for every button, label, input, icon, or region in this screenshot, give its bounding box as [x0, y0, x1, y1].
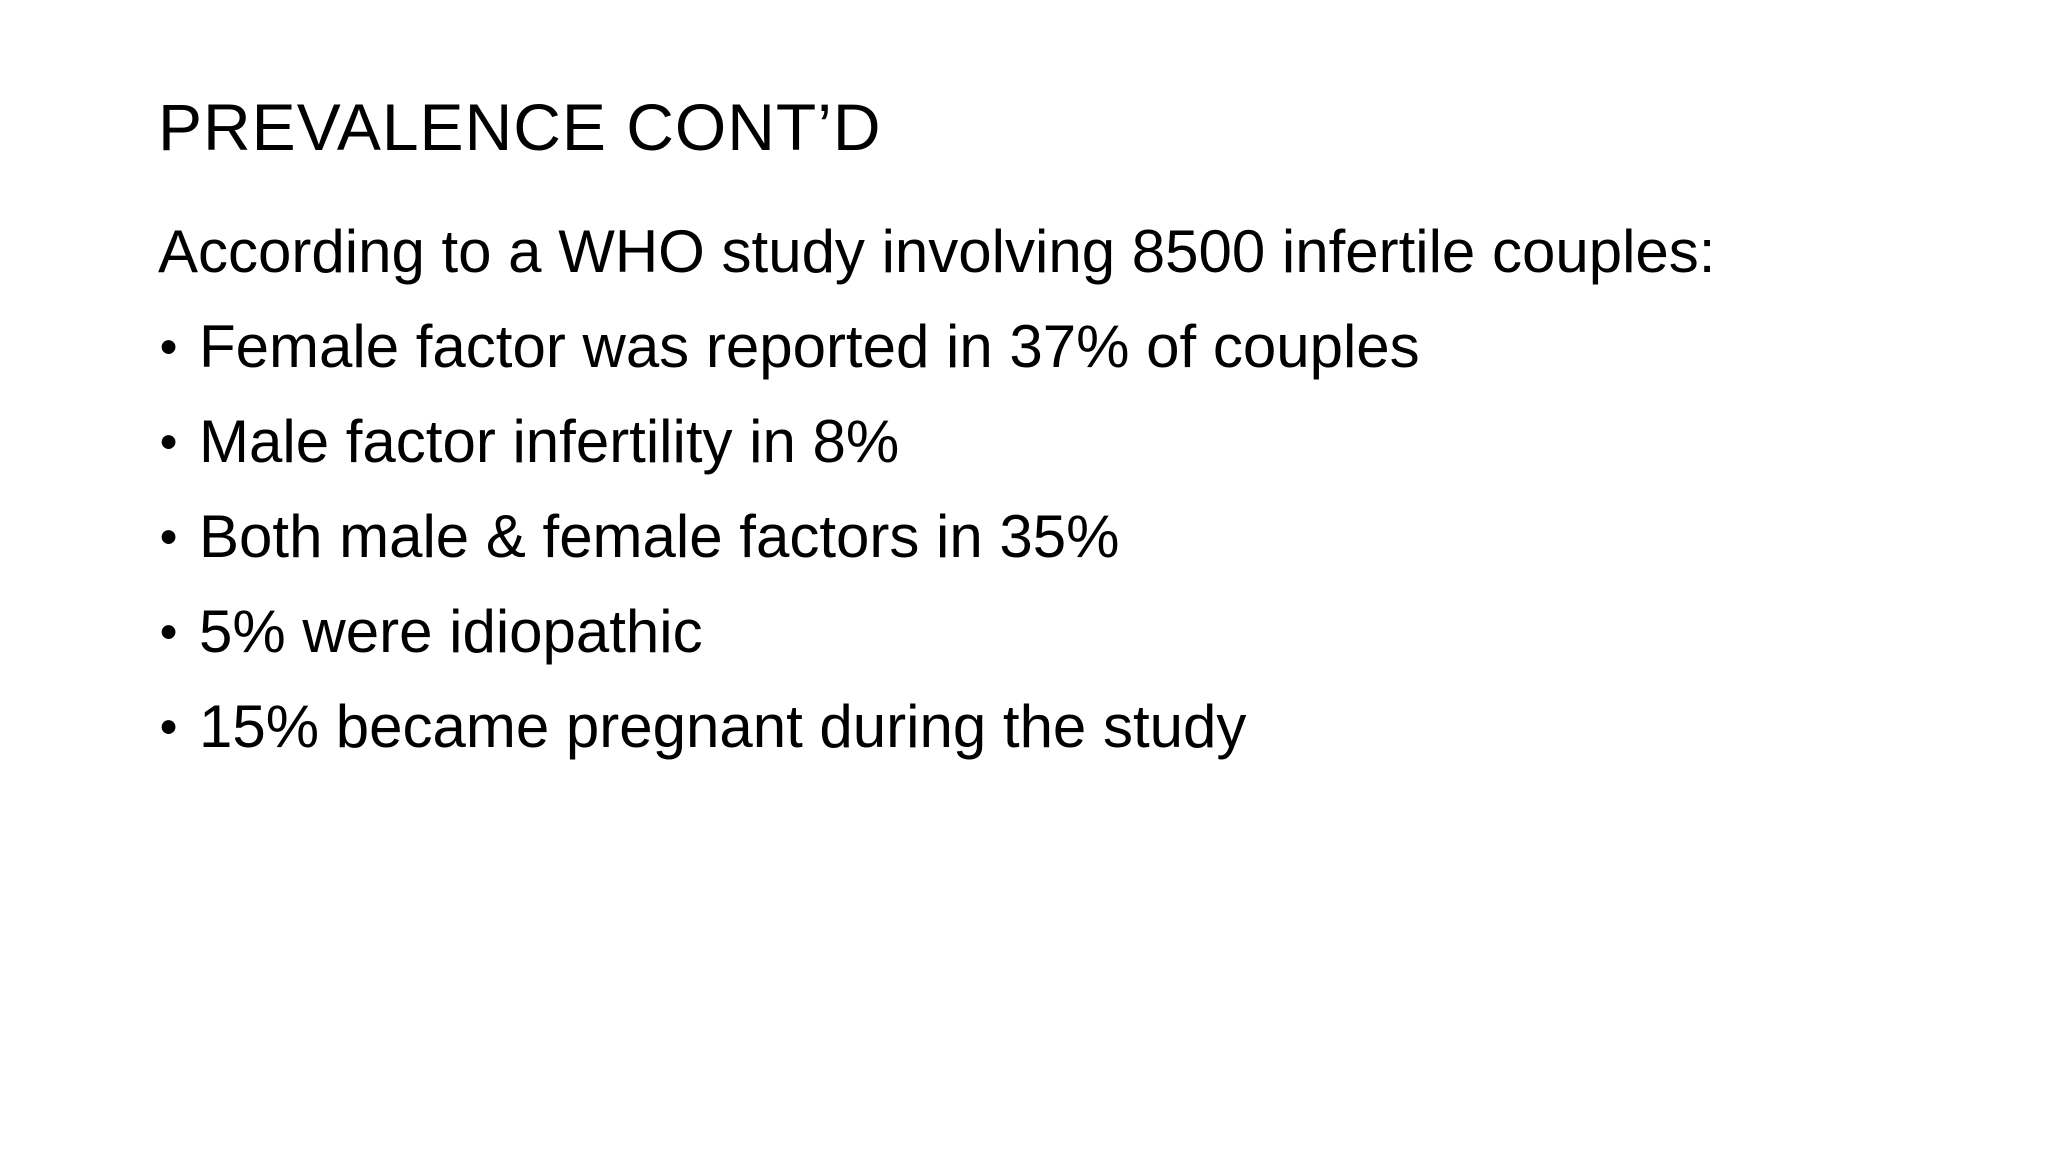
bullet-text: 5% were idiopathic: [199, 598, 703, 665]
bullet-marker: •: [159, 698, 178, 755]
bullet-text: Both male & female factors in 35%: [199, 503, 1120, 570]
bullet-marker: •: [159, 603, 178, 660]
bullet-list: • Female factor was reported in 37% of co…: [158, 299, 1928, 774]
bullet-marker: •: [159, 508, 178, 565]
bullet-marker: •: [159, 318, 178, 375]
bullet-text: Male factor infertility in 8%: [199, 408, 900, 475]
bullet-item-idiopathic: • 5% were idiopathic: [158, 584, 1928, 679]
bullet-text: Female factor was reported in 37% of cou…: [199, 313, 1420, 380]
bullet-text: 15% became pregnant during the study: [199, 693, 1247, 760]
intro-text: According to a WHO study involving 8500 …: [158, 218, 1716, 285]
slide-title: PREVALENCE CONT’D: [158, 90, 882, 164]
bullet-marker: •: [159, 413, 178, 470]
bullet-item-both-factors: • Both male & female factors in 35%: [158, 489, 1928, 584]
bullet-item-pregnant: • 15% became pregnant during the study: [158, 679, 1928, 774]
slide-content: PREVALENCE CONT’D According to a WHO stu…: [158, 0, 1928, 774]
bullet-item-female-factor: • Female factor was reported in 37% of co…: [158, 299, 1928, 394]
bullet-item-male-factor: • Male factor infertility in 8%: [158, 394, 1928, 489]
